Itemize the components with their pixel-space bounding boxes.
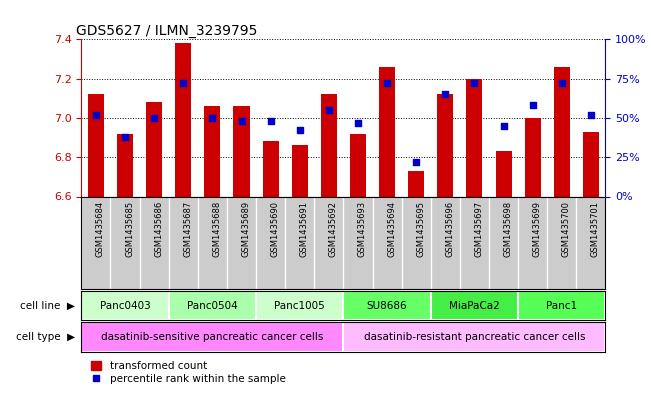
Text: MiaPaCa2: MiaPaCa2 [449,301,500,310]
Text: Panc1: Panc1 [546,301,577,310]
Text: GSM1435687: GSM1435687 [184,201,192,257]
Point [353,119,363,126]
Text: GSM1435700: GSM1435700 [562,201,571,257]
Bar [408,171,424,196]
Point [266,118,276,124]
Bar [88,94,104,196]
Text: Panc1005: Panc1005 [274,301,325,310]
Legend: transformed count, percentile rank within the sample: transformed count, percentile rank withi… [87,357,290,388]
Text: GSM1435699: GSM1435699 [533,201,542,257]
Bar [81,291,169,320]
Bar [554,67,570,196]
Point [90,112,101,118]
Point [557,80,567,86]
Point [236,118,247,124]
Text: GSM1435697: GSM1435697 [475,201,484,257]
Bar [525,118,540,196]
Bar [81,322,344,352]
Text: GSM1435693: GSM1435693 [358,201,367,257]
Text: GSM1435688: GSM1435688 [212,201,221,257]
Text: dasatinib-sensitive pancreatic cancer cells: dasatinib-sensitive pancreatic cancer ce… [101,332,324,342]
Point [294,127,305,134]
Bar [350,134,366,196]
Bar [175,43,191,196]
Bar [466,79,482,196]
Text: GSM1435695: GSM1435695 [416,201,425,257]
Text: GSM1435685: GSM1435685 [125,201,134,257]
Point [324,107,334,113]
Point [382,80,393,86]
Point [149,115,159,121]
Bar [583,132,599,196]
Point [527,102,538,108]
Bar [495,151,512,196]
Point [120,134,130,140]
Bar [344,291,431,320]
Bar [262,141,279,196]
Bar [117,134,133,196]
Text: GSM1435698: GSM1435698 [503,201,512,257]
Text: GSM1435696: GSM1435696 [445,201,454,257]
Text: dasatinib-resistant pancreatic cancer cells: dasatinib-resistant pancreatic cancer ce… [364,332,585,342]
Point [586,112,596,118]
Bar [169,291,256,320]
Text: GDS5627 / ILMN_3239795: GDS5627 / ILMN_3239795 [76,24,258,38]
Text: cell type  ▶: cell type ▶ [16,332,75,342]
Point [207,115,217,121]
Bar [437,94,453,196]
Point [498,123,508,129]
Text: Panc0403: Panc0403 [100,301,150,310]
Bar [234,106,249,196]
Text: GSM1435689: GSM1435689 [242,201,251,257]
Text: GSM1435684: GSM1435684 [96,201,105,257]
Bar [431,291,518,320]
Text: GSM1435694: GSM1435694 [387,201,396,257]
Bar [292,145,308,196]
Text: GSM1435691: GSM1435691 [299,201,309,257]
Bar [204,106,221,196]
Text: SU8686: SU8686 [367,301,408,310]
Bar [256,291,344,320]
Bar [146,102,162,196]
Bar [321,94,337,196]
Text: GSM1435692: GSM1435692 [329,201,338,257]
Bar [379,67,395,196]
Text: GSM1435690: GSM1435690 [271,201,280,257]
Point [178,80,189,86]
Text: GSM1435701: GSM1435701 [591,201,600,257]
Bar [518,291,605,320]
Point [440,91,450,97]
Point [411,159,421,165]
Text: GSM1435686: GSM1435686 [154,201,163,257]
Text: Panc0504: Panc0504 [187,301,238,310]
Point [469,80,480,86]
Bar [344,322,605,352]
Text: cell line  ▶: cell line ▶ [20,301,75,310]
